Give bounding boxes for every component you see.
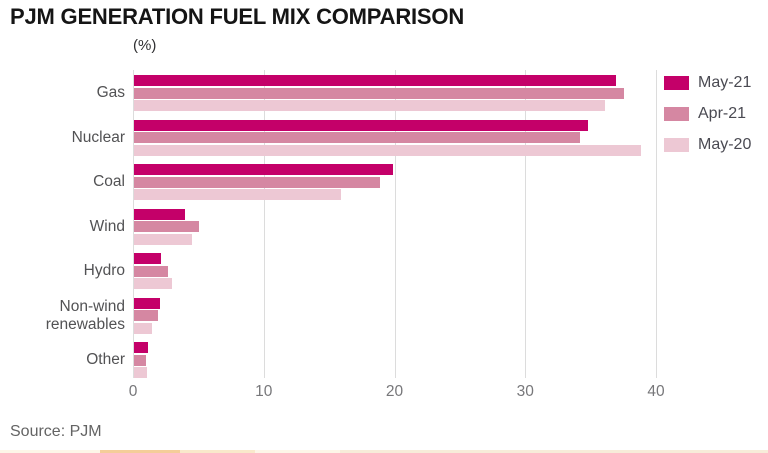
bar-other-may-20 <box>134 367 148 378</box>
legend-item-apr-21: Apr-21 <box>664 105 751 123</box>
bar-coal-apr-21 <box>134 176 380 188</box>
category-label-non-wind-renewables: Non-wind renewables <box>45 297 125 333</box>
legend-swatch-apr-21 <box>664 107 689 121</box>
bar-wind-apr-21 <box>134 221 200 232</box>
bar-other-apr-21 <box>134 354 146 366</box>
chart-title: PJM GENERATION FUEL MIX COMPARISON <box>10 4 465 29</box>
legend: May-21 Apr-21 May-20 <box>664 74 751 167</box>
x-axis-tick-labels: 0 10 20 30 40 <box>129 383 767 403</box>
category-label-coal: Coal <box>93 173 125 190</box>
bar-gas-may-20 <box>134 100 605 111</box>
category-label-gas: Gas <box>96 84 125 101</box>
bar-nuclear-may-20 <box>134 144 642 156</box>
footer-strip-segment-4 <box>340 450 768 453</box>
footer-strip-segment-3 <box>255 450 340 453</box>
category-label-other: Other <box>86 351 125 368</box>
footer-strip-segment-2 <box>180 450 255 453</box>
x-tick-label-20: 20 <box>385 383 404 400</box>
x-tick-label-30: 30 <box>516 383 534 400</box>
footer-strip <box>0 450 768 453</box>
source-caption: Source: PJM <box>10 423 102 440</box>
bar-nuclear-may-21 <box>134 119 588 131</box>
bar-other-may-21 <box>134 342 149 353</box>
legend-label-may-21: May-21 <box>698 74 752 91</box>
category-axis-labels: Gas Nuclear Coal Wind Hydro Non-wind renewabl… <box>0 70 127 378</box>
bar-wind-may-20 <box>134 233 192 245</box>
legend-label-may-20: May-20 <box>698 136 752 153</box>
gridline-x-10 <box>263 70 265 378</box>
footer-strip-segment-1 <box>100 450 180 453</box>
bar-non-wind-renewables-apr-21 <box>134 310 158 321</box>
bar-coal-may-21 <box>134 164 393 175</box>
category-label-nuclear: Nuclear <box>71 128 125 146</box>
bar-hydro-may-21 <box>134 253 162 264</box>
bar-hydro-apr-21 <box>134 265 168 277</box>
category-label-wind: Wind <box>89 217 125 235</box>
legend-swatch-may-20 <box>664 138 689 152</box>
x-tick-label-40: 40 <box>647 383 665 400</box>
x-tick-label-0: 0 <box>128 383 138 400</box>
category-label-hydro: Hydro <box>83 262 125 279</box>
bar-gas-apr-21 <box>134 87 625 99</box>
bar-wind-may-21 <box>134 208 185 220</box>
bar-non-wind-renewables-may-20 <box>134 322 153 334</box>
legend-swatch-may-21 <box>664 76 689 90</box>
legend-label-apr-21: Apr-21 <box>698 105 747 122</box>
axis-unit-label: (%) <box>133 37 157 54</box>
plot-area <box>133 70 767 378</box>
bar-coal-may-20 <box>134 189 341 200</box>
gridline-x-30 <box>525 70 527 378</box>
bar-gas-may-21 <box>134 75 617 86</box>
bar-nuclear-apr-21 <box>134 132 580 143</box>
bar-hydro-may-20 <box>134 278 172 289</box>
footer-strip-segment-0 <box>0 450 100 453</box>
bar-non-wind-renewables-may-21 <box>134 297 161 309</box>
gridline-x-40 <box>656 70 657 378</box>
gridline-x-20 <box>394 70 396 378</box>
x-tick-label-10: 10 <box>255 383 273 400</box>
legend-item-may-21: May-21 <box>664 74 751 92</box>
legend-item-may-20: May-20 <box>664 136 751 154</box>
gridline-x-0 <box>133 70 134 378</box>
